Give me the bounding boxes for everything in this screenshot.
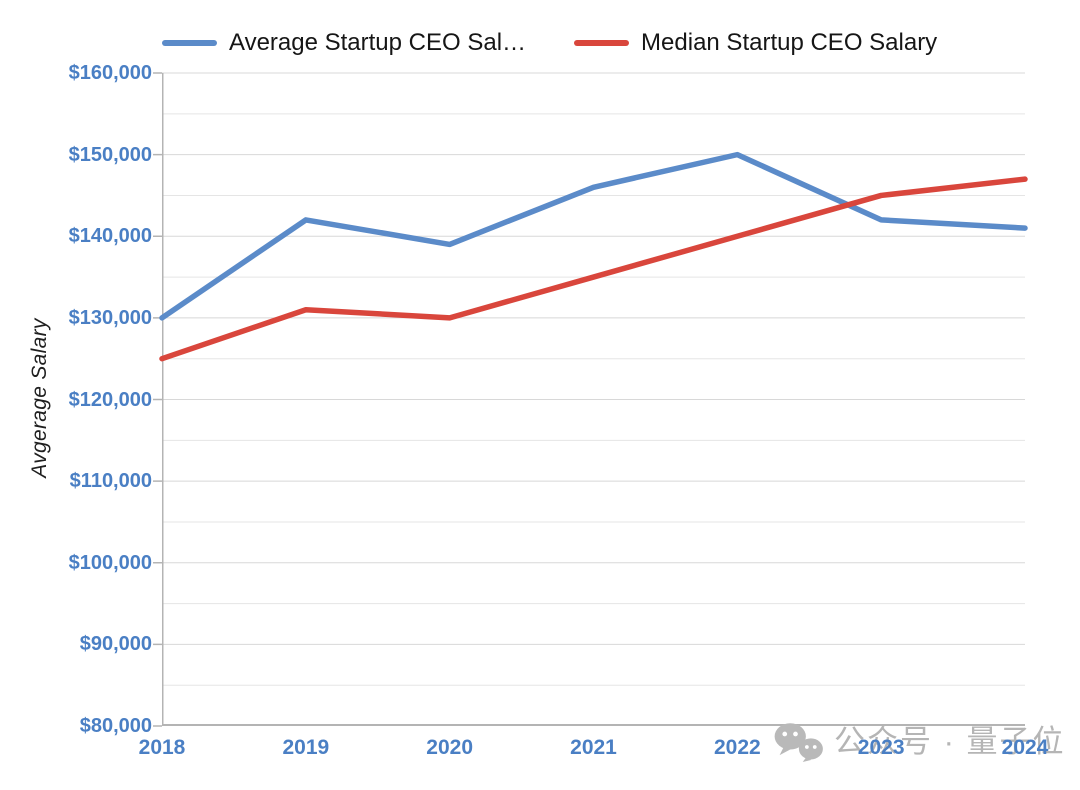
- y-axis-tick-label: $160,000: [68, 62, 152, 84]
- x-axis-tick-label: 2024: [1001, 736, 1049, 759]
- y-axis-tick-label: $80,000: [79, 715, 152, 737]
- y-axis-tick-label: $110,000: [69, 470, 152, 493]
- x-axis-tick-label: 2023: [857, 736, 905, 759]
- x-axis-tick-label: 2020: [426, 736, 474, 759]
- x-axis-tick-label: 2018: [138, 736, 186, 759]
- y-axis-tick-label: $140,000: [68, 225, 152, 248]
- y-axis-tick-label: $100,000: [68, 551, 152, 574]
- series-line-median: [159, 176, 1028, 362]
- legend-label-average: Average Startup CEO Sal…: [229, 29, 527, 56]
- x-axis-tick-label: 2019: [282, 736, 330, 759]
- series-line-average: [159, 151, 1028, 321]
- legend-item-average-salary: Average Startup CEO Sal…: [162, 28, 526, 58]
- y-axis-tick-label: $120,000: [68, 388, 152, 411]
- legend-swatch-average: [162, 40, 217, 46]
- x-axis-tick-label: 2021: [570, 736, 617, 759]
- legend-swatch-median: [574, 40, 630, 46]
- y-axis-tick-label: $150,000: [68, 143, 152, 166]
- plot-area: [153, 72, 1028, 727]
- chart-legend: Average Startup CEO Sal… Median Startup …: [162, 28, 937, 58]
- legend-item-median-salary: Median Startup CEO Salary: [574, 28, 937, 58]
- y-axis-tick-label: $90,000: [79, 633, 152, 656]
- x-axis-tick-label: 2022: [713, 736, 761, 759]
- y-axis-tick-label: $130,000: [68, 306, 152, 329]
- legend-label-median: Median Startup CEO Salary: [641, 29, 938, 56]
